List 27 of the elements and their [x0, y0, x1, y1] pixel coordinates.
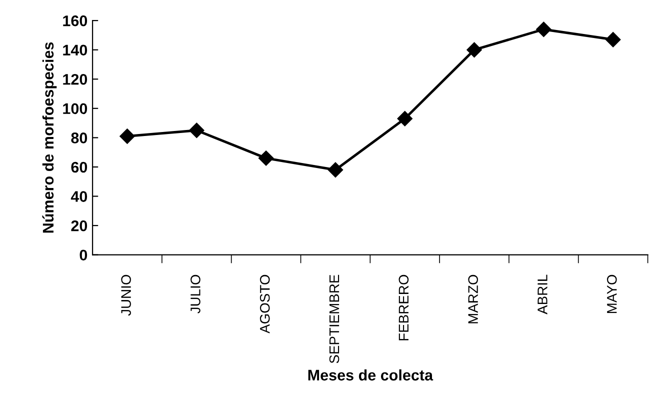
y-tick-label: 160: [63, 15, 88, 26]
y-tick-label: 0: [80, 250, 88, 261]
y-tick-label: 60: [71, 162, 88, 173]
y-axis-title: Número de morfoespecies: [42, 42, 57, 233]
x-tick-label: JUNIO: [121, 274, 131, 316]
y-tick-label: 80: [71, 132, 88, 144]
x-tick-label: AGOSTO: [260, 274, 270, 334]
y-tick-label: 20: [71, 220, 88, 232]
x-tick-label: FEBRERO: [398, 274, 409, 340]
point: [328, 162, 344, 178]
x-tick-label: MARZO: [468, 274, 478, 324]
point: [606, 32, 621, 48]
y-tick-label: 100: [63, 103, 88, 114]
point: [189, 122, 204, 138]
x-tick-label: SEPTIEMBRE: [329, 274, 340, 364]
y-tick-label: 140: [63, 44, 88, 56]
x-axis-title: Meses de colecta: [308, 369, 434, 381]
point: [397, 111, 412, 126]
y-tick-label: 40: [70, 191, 88, 202]
point: [120, 128, 135, 144]
x-tick-label: ABRIL: [538, 274, 548, 314]
point: [258, 150, 274, 166]
x-tick-label: MAYO: [606, 274, 617, 313]
point: [466, 42, 482, 58]
y-tick-label: 120: [63, 74, 88, 85]
point: [536, 22, 552, 37]
x-tick-label: JULIO: [190, 274, 200, 314]
